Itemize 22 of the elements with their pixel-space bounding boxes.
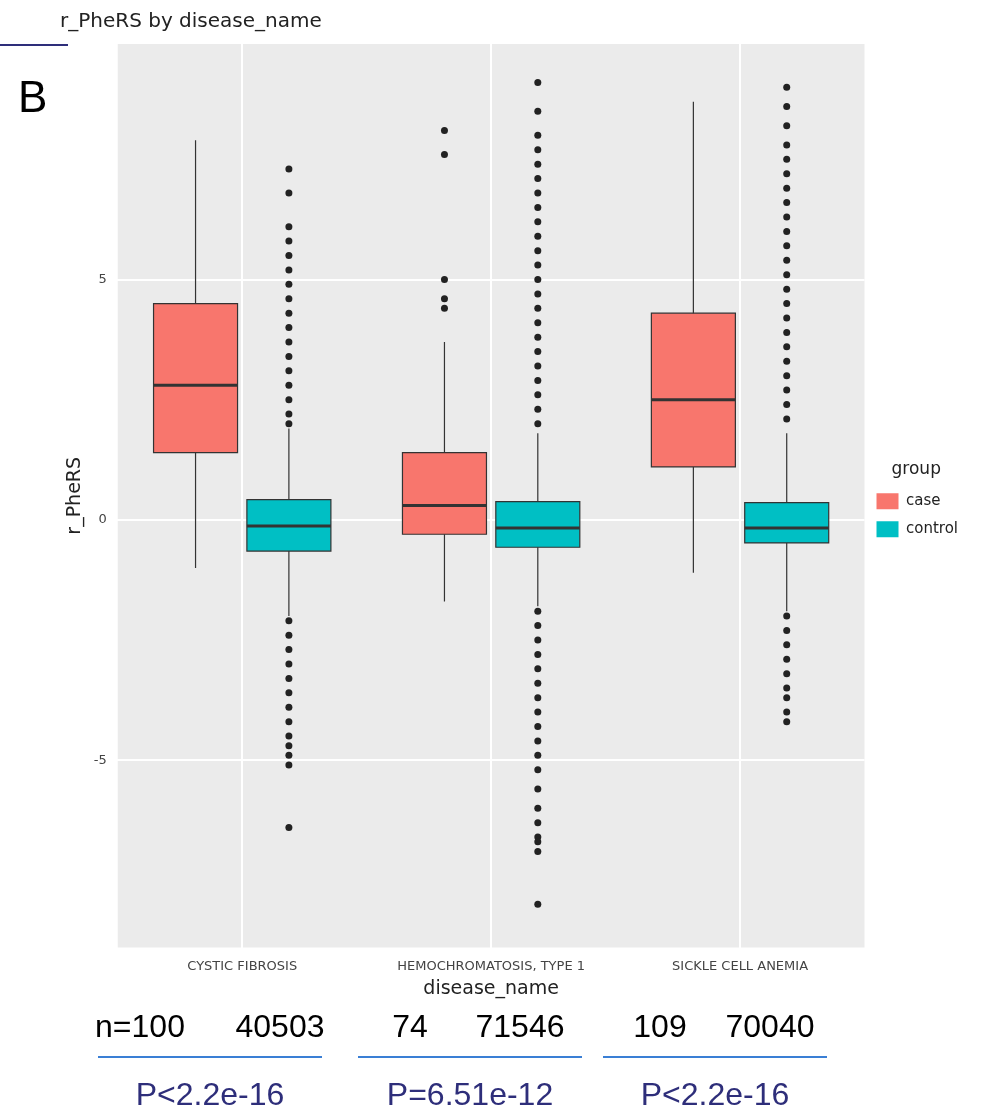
text: P=6.51e-12 — [386, 1076, 554, 1113]
y-tick-label: 5 — [98, 270, 107, 286]
text: 109 — [633, 1008, 687, 1045]
x-tick-label: SICKLE CELL ANEMIA — [672, 957, 809, 973]
y-axis-title: r_PheRS — [62, 456, 86, 535]
text: P<2.2e-16 — [135, 1076, 285, 1113]
legend-label: case — [906, 491, 941, 510]
text: 71546 — [475, 1008, 565, 1045]
text: 40503 — [235, 1008, 325, 1045]
x-tick-label: HEMOCHROMATOSIS, TYPE 1 — [397, 957, 586, 973]
text: 74 — [392, 1008, 428, 1045]
text: P<2.2e-16 — [640, 1076, 790, 1113]
text: B — [18, 72, 48, 122]
legend-label: control — [906, 519, 959, 538]
text: n=100 — [95, 1008, 185, 1045]
y-tick-label: -5 — [93, 751, 107, 767]
chart-title: r_PheRS by disease_name — [60, 8, 322, 33]
x-tick-label: CYSTIC FIBROSIS — [187, 957, 298, 973]
x-axis-title: disease_name — [423, 975, 559, 999]
text: 70040 — [725, 1008, 815, 1045]
y-tick-label: 0 — [98, 511, 107, 527]
legend-title: group — [891, 457, 941, 478]
